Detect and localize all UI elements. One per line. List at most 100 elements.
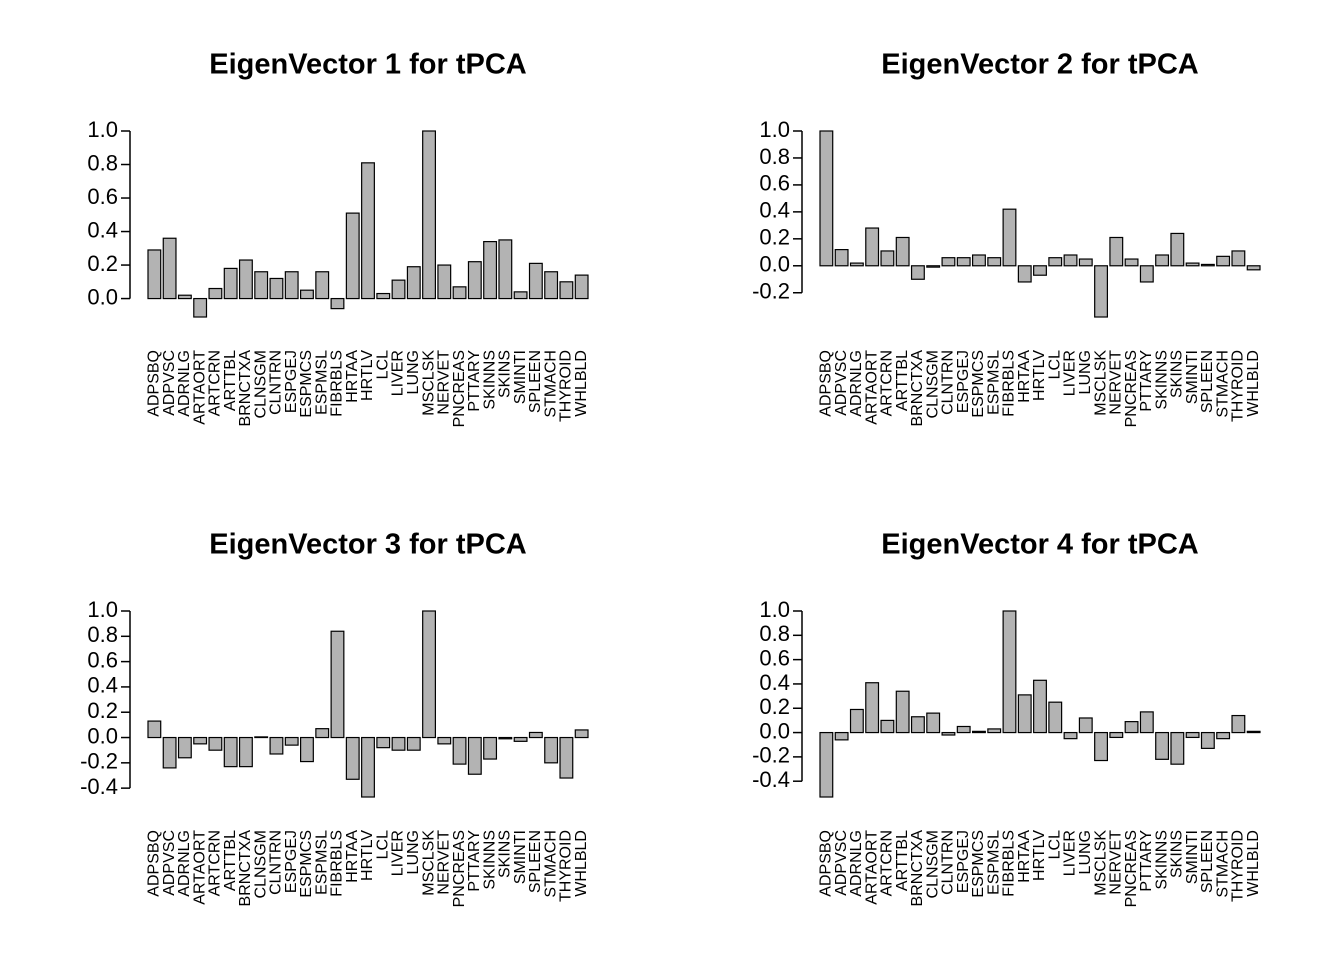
y-tick-label: 0.2	[759, 694, 790, 719]
x-tick-label: STMACH	[542, 830, 559, 898]
x-tick-label: CLNSGM	[252, 350, 269, 418]
x-tick-label: LUNG	[405, 350, 422, 394]
bar	[1109, 236, 1124, 267]
bar	[1002, 610, 1017, 734]
bar	[1200, 263, 1215, 267]
bar	[574, 729, 589, 739]
bar	[361, 736, 375, 798]
bar	[1002, 208, 1017, 267]
x-tick-label: MSCLSK	[1092, 830, 1109, 896]
x-tick-label: LCL	[1046, 350, 1063, 379]
x-tick-label: HRTLV	[1031, 830, 1048, 881]
x-tick-label: BRNCTXA	[909, 350, 926, 427]
bar	[926, 712, 941, 734]
x-tick-label: NERVET	[1108, 830, 1125, 895]
x-tick-label: STMACH	[542, 350, 559, 418]
bar	[956, 725, 971, 734]
x-tick-label: LIVER	[390, 830, 407, 876]
y-tick-label: -0.2	[752, 743, 790, 768]
x-tick-label: ESPGEJ	[955, 830, 972, 893]
x-tick-label: SKINS	[1169, 350, 1186, 398]
x-tick-label: FIBRBLS	[329, 350, 346, 417]
x-tick-label: PTTARY	[1138, 830, 1155, 892]
x-tick-label: HRTAA	[344, 830, 361, 883]
bar	[834, 731, 849, 741]
bar	[513, 736, 528, 742]
x-tick-label: SKINNS	[481, 830, 498, 890]
x-tick-label: CLNTRN	[268, 350, 285, 415]
x-tick-label: FIBRBLS	[1001, 350, 1018, 417]
bar	[498, 239, 513, 300]
bar	[391, 279, 406, 300]
x-tick-label: ARTTBL	[222, 830, 239, 891]
x-tick-label: ARTCRN	[879, 830, 896, 896]
x-tick-label: ADPVSC	[161, 830, 178, 896]
x-tick-label: CLNTRN	[940, 830, 957, 895]
bar	[208, 287, 223, 300]
panel: EigenVector 2 for tPCA -0.20.00.20.40.60.…	[752, 49, 1262, 428]
bar	[193, 297, 208, 318]
bar	[910, 265, 925, 280]
x-tick-label: PNCREAS	[1123, 830, 1140, 907]
x-tick-label: ESPGEJ	[955, 350, 972, 413]
y-tick-label: 0.0	[759, 718, 790, 743]
x-tick-label: LUNG	[1077, 830, 1094, 874]
x-tick-label: ARTCRN	[879, 350, 896, 416]
x-tick-label: SKINNS	[1153, 350, 1170, 410]
y-tick-label: 0.4	[759, 198, 790, 223]
bar	[910, 716, 925, 734]
bar	[269, 736, 284, 755]
bar	[498, 736, 513, 740]
bar	[254, 736, 269, 739]
bar	[1246, 265, 1261, 271]
bar	[1139, 265, 1154, 283]
x-tick-label: LIVER	[1062, 830, 1079, 876]
y-tick-label: 0.8	[759, 621, 790, 646]
bar	[452, 286, 467, 300]
x-tick-label: SKINNS	[481, 350, 498, 410]
x-tick-label: BRNCTXA	[237, 350, 254, 427]
x-tick-label: LIVER	[1062, 350, 1079, 396]
bar	[1048, 701, 1063, 734]
bar	[315, 271, 330, 300]
x-tick-label: ESPMSL	[985, 830, 1002, 895]
y-tick-label: 0.0	[87, 723, 118, 748]
bar	[880, 250, 895, 267]
bar	[1033, 679, 1047, 734]
y-tick-label: 0.6	[759, 171, 790, 196]
bar	[941, 731, 956, 736]
bar	[361, 162, 375, 300]
chart-title: EigenVector 1 for tPCA	[209, 49, 527, 81]
bar	[1063, 254, 1078, 267]
bar	[895, 690, 910, 734]
y-tick-label: -0.4	[80, 774, 118, 799]
y-tick-label: 0.0	[87, 284, 118, 309]
x-tick-label: STMACH	[1214, 350, 1231, 418]
bar	[1246, 730, 1261, 734]
bar	[223, 736, 238, 768]
x-tick-label: ADRNLG	[848, 350, 865, 417]
x-tick-label: PTTARY	[466, 350, 483, 412]
y-tick-label: 0.6	[87, 647, 118, 672]
bar	[1124, 258, 1139, 267]
x-tick-label: ADRNLG	[176, 830, 193, 897]
x-tick-label: THYROID	[558, 830, 575, 902]
x-tick-label: PNCREAS	[451, 350, 468, 427]
x-tick-label: MSCLSK	[420, 830, 437, 896]
panel: EigenVector 3 for tPCA-0.4-0.20.00.20.40…	[80, 529, 590, 908]
x-tick-label: ARTCRN	[207, 350, 224, 416]
bar	[376, 736, 391, 749]
bar	[956, 257, 971, 267]
bar	[193, 736, 208, 745]
x-tick-label: WHLBLD	[573, 830, 590, 897]
x-tick-label: STMACH	[1214, 830, 1231, 898]
bar	[1200, 731, 1215, 749]
x-tick-label: HRTLV	[1031, 350, 1048, 401]
x-tick-label: SMINTI	[512, 350, 529, 404]
y-tick-label: 0.0	[759, 252, 790, 277]
bar	[987, 728, 1002, 734]
bar	[1170, 731, 1185, 765]
bar	[1109, 731, 1124, 739]
bar	[269, 277, 284, 300]
y-tick-label: 0.2	[87, 698, 118, 723]
